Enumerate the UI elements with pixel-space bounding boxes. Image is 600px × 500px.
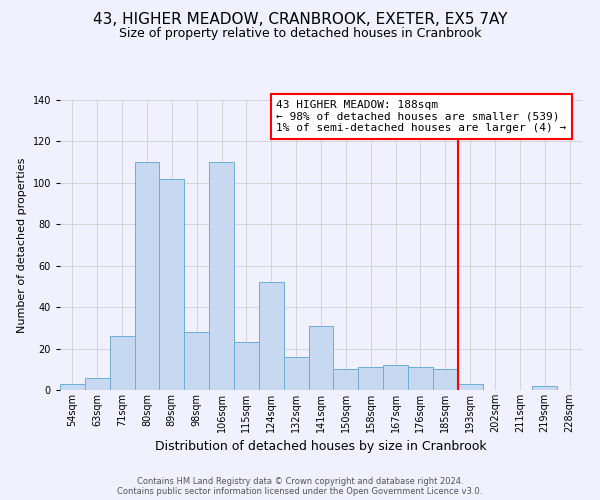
Text: Contains HM Land Registry data © Crown copyright and database right 2024.: Contains HM Land Registry data © Crown c… [137, 476, 463, 486]
Bar [85, 378, 110, 390]
Bar [60, 384, 85, 390]
Bar [383, 365, 408, 390]
Text: Size of property relative to detached houses in Cranbrook: Size of property relative to detached ho… [119, 28, 481, 40]
Y-axis label: Number of detached properties: Number of detached properties [17, 158, 27, 332]
Bar [284, 357, 308, 390]
Bar [358, 367, 383, 390]
Bar [160, 178, 184, 390]
Bar [134, 162, 160, 390]
Bar [433, 370, 458, 390]
Text: 43, HIGHER MEADOW, CRANBROOK, EXETER, EX5 7AY: 43, HIGHER MEADOW, CRANBROOK, EXETER, EX… [93, 12, 507, 28]
Bar [458, 384, 482, 390]
Text: 43 HIGHER MEADOW: 188sqm
← 98% of detached houses are smaller (539)
1% of semi-d: 43 HIGHER MEADOW: 188sqm ← 98% of detach… [276, 100, 566, 133]
Bar [532, 386, 557, 390]
Bar [259, 282, 284, 390]
Bar [209, 162, 234, 390]
Bar [334, 370, 358, 390]
X-axis label: Distribution of detached houses by size in Cranbrook: Distribution of detached houses by size … [155, 440, 487, 454]
Bar [110, 336, 134, 390]
Bar [308, 326, 334, 390]
Bar [184, 332, 209, 390]
Text: Contains public sector information licensed under the Open Government Licence v3: Contains public sector information licen… [118, 486, 482, 496]
Bar [234, 342, 259, 390]
Bar [408, 367, 433, 390]
